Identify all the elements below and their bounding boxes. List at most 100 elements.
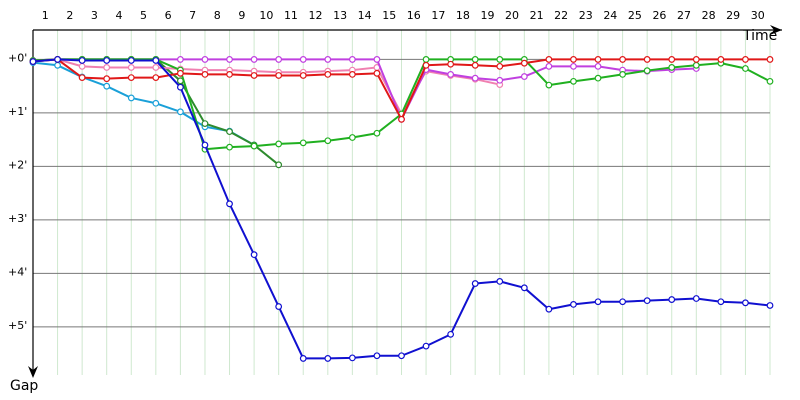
x-tick-label: 12 (309, 9, 323, 22)
data-point (766, 77, 774, 85)
x-tick-label: 15 (382, 9, 396, 22)
x-tick-label: 20 (505, 9, 519, 22)
data-point (152, 64, 160, 71)
y-tick-label: +5' (8, 319, 27, 332)
data-point (250, 142, 258, 150)
x-tick-label: 2 (66, 9, 73, 22)
data-point (78, 74, 86, 82)
data-point (594, 74, 602, 82)
x-tick-label: 3 (91, 9, 98, 22)
data-point (250, 56, 258, 63)
data-point (520, 73, 528, 80)
data-point (176, 108, 184, 116)
data-point (127, 94, 135, 102)
data-point (373, 56, 381, 63)
data-point (570, 300, 577, 308)
data-point (471, 280, 479, 287)
y-tick-label: +3' (8, 212, 27, 225)
data-point (594, 56, 602, 63)
data-point (496, 76, 504, 84)
data-point (373, 352, 381, 360)
data-point (324, 70, 332, 78)
data-point (201, 141, 209, 149)
data-point (127, 74, 135, 82)
data-point (103, 57, 111, 64)
x-tick-label: 14 (358, 9, 372, 22)
data-point (275, 56, 283, 63)
data-point (226, 143, 233, 151)
x-tick-label: 29 (726, 9, 740, 22)
x-tick-label: 25 (628, 9, 642, 22)
data-point (398, 115, 405, 123)
data-point (422, 61, 430, 69)
data-point (103, 75, 111, 83)
data-point (742, 56, 749, 63)
data-point (619, 56, 626, 63)
data-point (250, 251, 258, 259)
data-point (692, 295, 700, 302)
data-point (545, 81, 553, 89)
x-tick-label: 17 (431, 9, 445, 22)
data-point (668, 296, 676, 303)
x-tick-label: 5 (140, 9, 147, 22)
data-point (766, 302, 774, 309)
data-point (643, 56, 651, 63)
data-point (496, 56, 504, 63)
data-point (152, 99, 160, 107)
data-point (570, 56, 577, 63)
data-point (447, 70, 455, 78)
data-point (324, 137, 332, 145)
data-point (545, 62, 553, 70)
data-point (348, 354, 356, 362)
data-point (324, 56, 332, 63)
data-point (545, 305, 553, 313)
data-point (447, 330, 455, 338)
data-point (299, 72, 307, 79)
data-point (496, 62, 504, 70)
data-point (152, 57, 160, 64)
x-tick-label: 21 (530, 9, 544, 22)
data-point (275, 161, 283, 169)
x-tick-label: 4 (115, 9, 122, 22)
y-tick-label: +4' (8, 265, 27, 278)
y-tick-label: +1' (8, 105, 27, 118)
data-point (54, 56, 61, 63)
x-tick-label: 8 (214, 9, 221, 22)
data-point (78, 62, 86, 70)
data-point (594, 298, 602, 306)
data-point (348, 134, 356, 141)
data-point (299, 56, 307, 63)
data-point (176, 56, 184, 63)
data-point (299, 139, 307, 147)
y-tick-label: +0' (8, 51, 27, 64)
x-tick-label: 11 (284, 9, 298, 22)
data-point (471, 74, 479, 82)
x-tick-label: 27 (677, 9, 691, 22)
x-tick-label: 16 (407, 9, 421, 22)
data-point (692, 61, 700, 69)
data-point (643, 297, 651, 305)
data-point (201, 70, 209, 78)
y-axis-label: Gap (10, 378, 38, 394)
data-point (471, 56, 479, 63)
x-tick-label: 28 (702, 9, 716, 22)
data-point (668, 56, 676, 63)
data-point (422, 56, 430, 63)
data-point (570, 77, 577, 85)
data-point (127, 57, 135, 64)
data-point (717, 298, 725, 306)
y-arrow (28, 366, 38, 378)
series-line (32, 61, 255, 146)
data-point (201, 56, 209, 63)
data-point (447, 60, 455, 68)
data-point (275, 72, 283, 79)
x-axis-label: Time (742, 28, 777, 44)
x-tick-label: 22 (554, 9, 568, 22)
x-tick-label: 13 (333, 9, 347, 22)
data-point (520, 59, 528, 67)
data-point (348, 56, 356, 63)
data-point (570, 62, 577, 70)
data-point (619, 298, 626, 306)
x-arrow (770, 25, 782, 35)
x-tick-label: 26 (652, 9, 666, 22)
